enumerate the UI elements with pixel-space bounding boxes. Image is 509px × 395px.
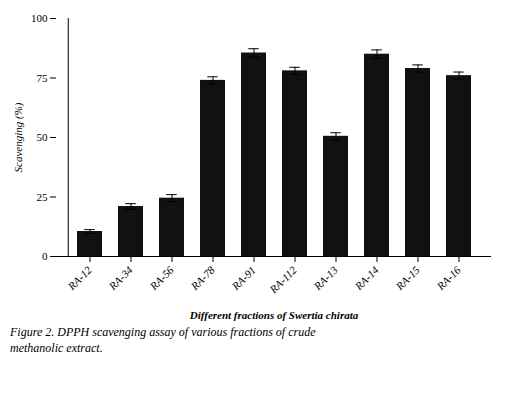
svg-text:RA-14: RA-14 [352, 263, 381, 292]
html-text:Figure 2. DPPH scavenging assa: Figure 2. DPPH scavenging assay of vario… [10, 325, 316, 339]
svg-text:RA-13: RA-13 [311, 263, 340, 292]
svg-text:RA-56: RA-56 [147, 263, 176, 292]
svg-text:RA-78: RA-78 [188, 263, 217, 292]
svg-text:RA-16: RA-16 [434, 263, 463, 292]
svg-text:RA-12: RA-12 [65, 263, 94, 292]
svg-text:100: 100 [31, 12, 48, 24]
svg-text:RA-34: RA-34 [106, 263, 135, 292]
svg-text:Scavenging (%): Scavenging (%) [12, 102, 25, 172]
html-text:methanolic extract.: methanolic extract. [10, 341, 103, 355]
svg-text:0: 0 [42, 250, 48, 262]
svg-text:Different fractions of Swertia: Different fractions of Swertia chirata [189, 309, 359, 321]
svg-text:RA-112: RA-112 [267, 263, 300, 296]
svg-text:RA-91: RA-91 [229, 264, 258, 293]
svg-text:RA-15: RA-15 [393, 263, 422, 292]
svg-text:50: 50 [37, 131, 49, 143]
svg-text:25: 25 [37, 191, 49, 203]
svg-text:75: 75 [37, 72, 49, 84]
